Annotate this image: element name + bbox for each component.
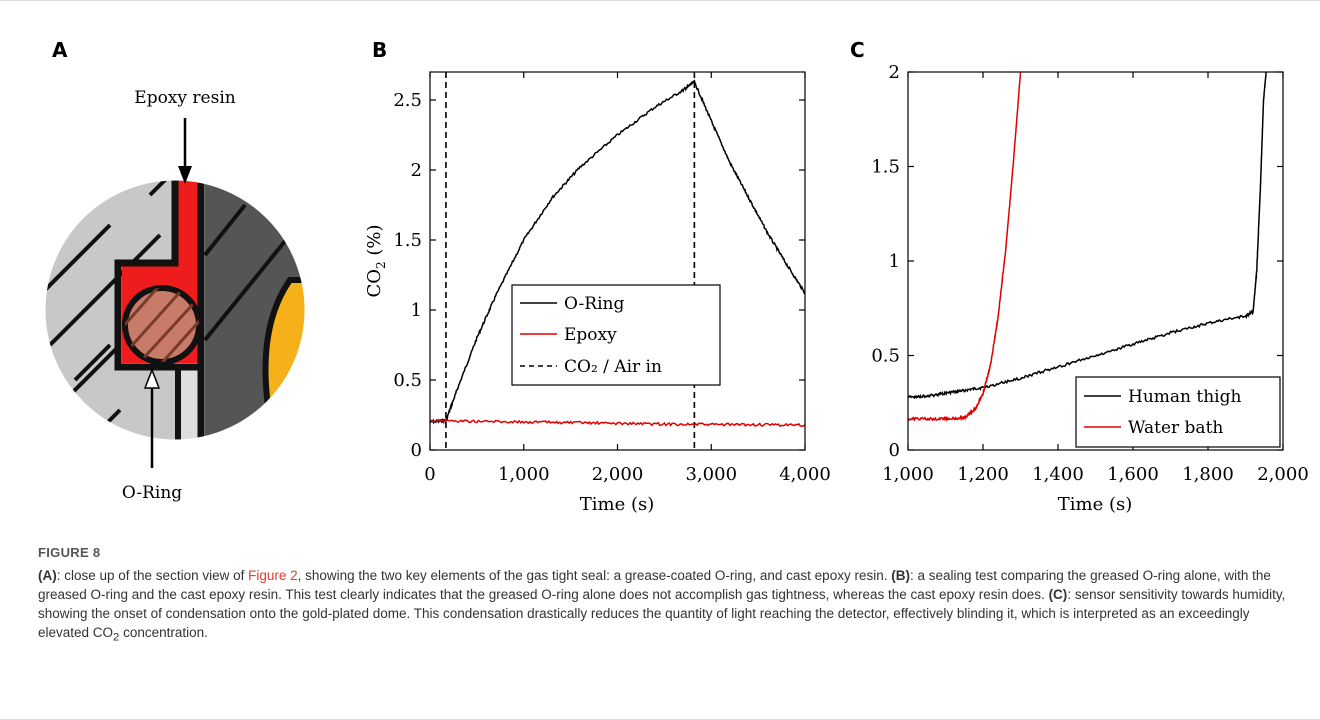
- y-tick-label: 0.5: [393, 370, 422, 391]
- y-tick-label: 2: [411, 160, 422, 181]
- o-ring-label: O-Ring: [122, 483, 182, 503]
- x-tick-label: 2,000: [592, 464, 644, 485]
- x-tick-label: 2,000: [1257, 464, 1309, 485]
- legend-label-epoxy: Epoxy: [564, 325, 617, 345]
- caption-c-label: (C): [1048, 587, 1068, 602]
- legend-label-human-thigh: Human thigh: [1128, 387, 1241, 407]
- seal-closeup-illustration: [45, 180, 305, 440]
- panel-b-ticks: 0 1,000 2,000 3,000 4,000 0 0.5 1 1.5 2 2.5: [393, 72, 831, 485]
- panel-c-ticks: 1,000 1,200 1,400 1,600 1,800 2,000 0 0.5 1 1.5 2: [871, 62, 1308, 485]
- panel-b-plot-frame: [429, 71, 806, 451]
- figure-number: FIGURE 8: [38, 545, 101, 560]
- legend-label-o-ring: O-Ring: [564, 294, 624, 314]
- x-tick-label: 1,000: [882, 464, 934, 485]
- y-tick-label: 0: [889, 440, 900, 461]
- panel-a: A: [44, 38, 306, 503]
- panel-b-x-axis-label: Time (s): [580, 494, 655, 515]
- panel-b-vlines: [445, 72, 696, 450]
- groove-outline: [114, 180, 200, 371]
- figure-caption: FIGURE 8 (A): close up of the section vi…: [38, 543, 1288, 648]
- caption-a-label: (A): [38, 568, 57, 583]
- panel-c-series: [908, 72, 1267, 423]
- x-tick-label: 3,000: [685, 464, 737, 485]
- x-tick-label: 1,200: [957, 464, 1009, 485]
- y-tick-label: 2.5: [393, 90, 422, 111]
- panel-b-legend-box: [511, 284, 721, 386]
- y-tick-label: 1: [411, 300, 422, 321]
- series-line-water-bath: [908, 72, 1022, 423]
- panel-b-letter: B: [372, 38, 387, 62]
- oring-arrow-head: [143, 367, 161, 389]
- panel-b-series: [430, 79, 805, 428]
- caption-c-subscript: 2: [113, 631, 120, 644]
- y-tick-label: 0.5: [871, 346, 900, 367]
- panel-b-legend: O-Ring Epoxy CO₂ / Air in: [511, 284, 721, 386]
- epoxy-resin-label: Epoxy resin: [134, 88, 235, 108]
- legend-label-co2-air-in: CO₂ / Air in: [564, 357, 662, 377]
- caption-a-text-1: : close up of the section view of: [56, 568, 249, 583]
- x-tick-label: 4,000: [779, 464, 831, 485]
- panel-c-chart: C 1,000 1,200 1,400 1,600 1,800 2,000 0 0.5 1 1.5…: [850, 38, 1309, 515]
- caption-c-text-2: concentration.: [119, 625, 208, 640]
- panel-b-y-axis-label: CO2 (%): [364, 224, 388, 297]
- closeup-circle-border: [44, 179, 306, 441]
- panel-c-plot-frame: [907, 71, 1284, 451]
- x-tick-label: 0: [424, 464, 435, 485]
- panel-c-legend-box: [1075, 376, 1281, 448]
- x-tick-label: 1,000: [498, 464, 550, 485]
- y-tick-label: 2: [889, 62, 900, 83]
- panel-b-chart: B 0 1,000 2,000 3,000 4,000 0 0.5 1 1.5 2 2.5 Time…: [364, 38, 831, 515]
- y-tick-label: 0: [411, 440, 422, 461]
- x-tick-label: 1,800: [1182, 464, 1234, 485]
- figure-canvas: A: [44, 38, 1309, 515]
- epoxy-arrow-head: [178, 166, 192, 184]
- y-tick-label: 1: [889, 251, 900, 272]
- caption-a-text-2: , showing the two key elements of the ga…: [297, 568, 892, 583]
- legend-label-water-bath: Water bath: [1128, 418, 1223, 438]
- panel-c-letter: C: [850, 38, 865, 62]
- series-line-o-ring: [430, 79, 805, 425]
- y-tick-label: 1.5: [393, 230, 422, 251]
- caption-c-text-1: : sensor sensitivity towards humidity, s…: [38, 587, 1286, 640]
- y-tick-label: 1.5: [871, 157, 900, 178]
- o-ring-cross-section: [122, 285, 202, 365]
- x-tick-label: 1,400: [1032, 464, 1084, 485]
- caption-b-text: : a sealing test comparing the greased O…: [38, 568, 1271, 602]
- x-tick-label: 1,600: [1107, 464, 1159, 485]
- caption-b-label: (B): [891, 568, 910, 583]
- figure-2-link[interactable]: Figure 2: [248, 568, 298, 583]
- dark-hatching: [203, 203, 292, 342]
- series-line-human-thigh: [908, 72, 1267, 400]
- panel-c-legend: Human thigh Water bath: [1075, 376, 1281, 448]
- panel-c-x-axis-label: Time (s): [1058, 494, 1133, 515]
- caption-text: (A): close up of the section view of Fig…: [38, 566, 1288, 648]
- panel-a-letter: A: [52, 38, 68, 62]
- series-line-epoxy: [430, 419, 805, 428]
- o-ring-hatching: [125, 288, 199, 362]
